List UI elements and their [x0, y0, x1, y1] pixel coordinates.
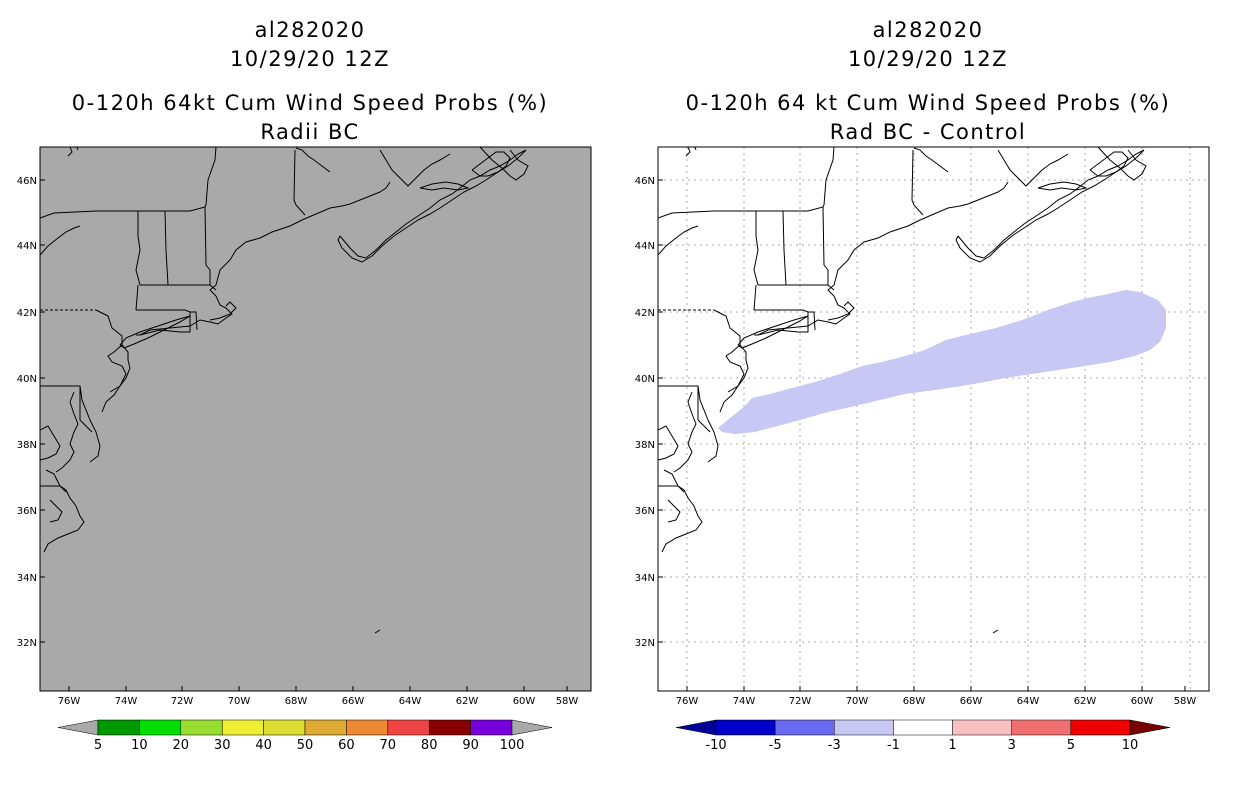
- lat-label: 38N: [17, 440, 37, 451]
- lon-label: 70W: [228, 696, 251, 707]
- left-colorbar: 5 10 20 30 40 50 60 70 80 90 100: [57, 719, 553, 753]
- lat-label: 38N: [635, 440, 655, 451]
- right-subtitle: Rad BC - Control: [829, 120, 1027, 144]
- right-lat-axis: 46N 44N 42N 40N 38N 36N 34N 32N: [635, 176, 663, 649]
- colorbar-label: 50: [297, 738, 314, 753]
- colorbar-segment: [346, 719, 389, 736]
- colorbar-label: 30: [214, 738, 231, 753]
- lon-label: 70W: [846, 696, 869, 707]
- colorbar-label: 3: [1008, 738, 1016, 753]
- lon-label: 66W: [960, 696, 983, 707]
- colorbar-label: 40: [255, 738, 272, 753]
- lon-label: 72W: [171, 696, 194, 707]
- colorbar-segment: [221, 719, 264, 736]
- lon-label: 74W: [115, 696, 138, 707]
- colorbar-label: 60: [338, 738, 355, 753]
- left-map-panel: [39, 146, 592, 692]
- colorbar-segment: [180, 719, 223, 736]
- colorbar-segment: [1070, 719, 1131, 736]
- left-datetime: 10/29/20 12Z: [229, 47, 391, 71]
- lat-label: 40N: [17, 374, 37, 385]
- lon-label: 74W: [733, 696, 756, 707]
- lat-label: 36N: [17, 506, 37, 517]
- colorbar-segment: [428, 719, 471, 736]
- colorbar-label: -10: [705, 738, 726, 753]
- lat-label: 32N: [17, 638, 37, 649]
- colorbar-label: -5: [769, 738, 782, 753]
- lon-label: 68W: [903, 696, 926, 707]
- left-probability-field: [40, 147, 591, 691]
- lon-label: 62W: [456, 696, 479, 707]
- lon-label: 64W: [1017, 696, 1040, 707]
- lon-label: 62W: [1074, 696, 1097, 707]
- colorbar-over-arrow: [1129, 719, 1171, 736]
- colorbar-segment: [139, 719, 182, 736]
- colorbar-label: 80: [421, 738, 438, 753]
- right-storm-id: al282020: [872, 18, 984, 42]
- lat-label: 44N: [17, 241, 37, 252]
- colorbar-label: 5: [1067, 738, 1075, 753]
- right-lon-axis: 76W 74W 72W 70W 68W 66W 64W 62W 60W 58W: [676, 686, 1197, 707]
- lat-label: 40N: [635, 374, 655, 385]
- left-map-frame: [39, 146, 592, 692]
- lon-label: 66W: [342, 696, 365, 707]
- lat-label: 42N: [635, 308, 655, 319]
- left-lat-axis: 46N 44N 42N 40N 38N 36N 34N 32N: [17, 176, 45, 649]
- right-title: 0-120h 64 kt Cum Wind Speed Probs (%): [685, 91, 1171, 115]
- colorbar-segment: [774, 719, 835, 736]
- lon-label: 68W: [285, 696, 308, 707]
- colorbar-label: -1: [887, 738, 900, 753]
- colorbar-segment: [1011, 719, 1072, 736]
- left-subtitle: Radii BC: [260, 120, 360, 144]
- lon-label: 76W: [58, 696, 81, 707]
- colorbar-under-arrow: [675, 719, 717, 736]
- right-shaded-swath: [718, 290, 1166, 434]
- left-title: 0-120h 64kt Cum Wind Speed Probs (%): [71, 91, 549, 115]
- lon-label: 60W: [513, 696, 536, 707]
- colorbar-segment: [470, 719, 513, 736]
- lat-label: 34N: [635, 573, 655, 584]
- colorbar-segment: [715, 719, 776, 736]
- colorbar-segment: [952, 719, 1012, 736]
- lon-label: 60W: [1131, 696, 1154, 707]
- lat-label: 34N: [17, 573, 37, 584]
- lon-label: 58W: [1174, 696, 1197, 707]
- left-lon-axis: 76W 74W 72W 70W 68W 66W 64W 62W 60W 58W: [58, 686, 579, 707]
- right-map-panel: [657, 146, 1210, 692]
- right-map-frame: [657, 146, 1210, 692]
- left-storm-id: al282020: [254, 18, 366, 42]
- colorbar-label: 100: [500, 738, 525, 753]
- lat-label: 42N: [17, 308, 37, 319]
- lat-label: 46N: [635, 176, 655, 187]
- colorbar-under-arrow: [57, 719, 99, 736]
- colorbar-label: 20: [173, 738, 190, 753]
- lon-label: 76W: [676, 696, 699, 707]
- colorbar-segment: [834, 719, 894, 736]
- colorbar-label: 1: [948, 738, 956, 753]
- lat-label: 46N: [17, 176, 37, 187]
- lon-label: 58W: [556, 696, 579, 707]
- lon-label: 64W: [399, 696, 422, 707]
- colorbar-label: 5: [94, 738, 102, 753]
- colorbar-segment: [97, 719, 140, 736]
- colorbar-label: 70: [380, 738, 397, 753]
- lon-label: 72W: [789, 696, 812, 707]
- colorbar-segment: [387, 719, 430, 736]
- lat-label: 32N: [635, 638, 655, 649]
- colorbar-label: 10: [1122, 738, 1139, 753]
- lat-label: 36N: [635, 506, 655, 517]
- right-colorbar: -10 -5 -3 -1 1 3 5 10: [675, 719, 1171, 753]
- colorbar-segment: [893, 719, 953, 736]
- colorbar-segment: [304, 719, 347, 736]
- right-datetime: 10/29/20 12Z: [847, 47, 1009, 71]
- colorbar-over-arrow: [511, 719, 553, 736]
- colorbar-label: -3: [828, 738, 841, 753]
- colorbar-label: 90: [462, 738, 479, 753]
- lat-label: 44N: [635, 241, 655, 252]
- colorbar-label: 10: [131, 738, 148, 753]
- colorbar-segment: [263, 719, 306, 736]
